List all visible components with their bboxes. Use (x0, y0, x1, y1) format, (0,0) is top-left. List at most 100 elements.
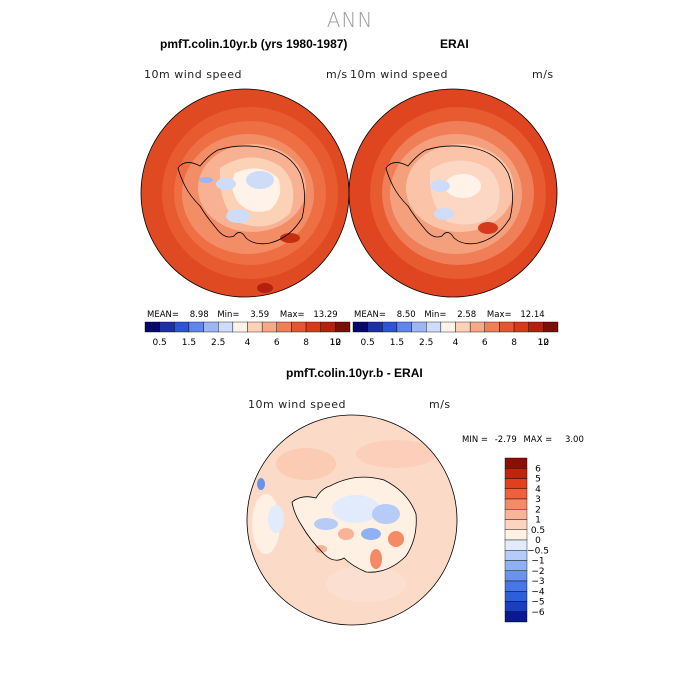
colorbar-cell (247, 321, 263, 333)
colorbar-tick-label: 1.5 (390, 338, 404, 348)
colorbar-cell (504, 457, 528, 469)
colorbar-tick-label: 3 (535, 495, 541, 505)
panel1-max: 13.29 (313, 310, 338, 320)
panel1-stats: MEAN= 8.98 Min= 3.59 Max= 13.29 (147, 310, 338, 320)
panel3-max: 3.00 (564, 435, 584, 445)
panel1-min-label: Min= (217, 310, 240, 320)
colorbar-tick-label: 12 (330, 338, 341, 348)
panel1-title: pmfT.colin.10yr.b (yrs 1980-1987) (160, 37, 348, 51)
panel3-units: m/s (429, 398, 451, 411)
panel1-min: 3.59 (250, 310, 270, 320)
panel3-max-label: MAX = (523, 435, 553, 445)
colorbar-tick-label: −4 (531, 587, 545, 597)
panel1-units: m/s (326, 68, 348, 81)
colorbar-cell (305, 321, 321, 333)
colorbar-cell (504, 570, 528, 582)
colorbar-tick-label: 1 (535, 516, 541, 526)
colorbar-cell (411, 321, 427, 333)
figure-title: ANN (326, 8, 374, 32)
colorbar-cell (276, 321, 292, 333)
colorbar-cell (159, 321, 175, 333)
colorbar-tick-label: 10 (330, 338, 342, 348)
panel2-max-label: Max= (486, 310, 512, 320)
colorbar-cell (232, 321, 248, 333)
panel3-map (246, 414, 458, 626)
panel2-map (348, 88, 558, 298)
colorbar-tick-label: −3 (531, 577, 544, 587)
colorbar-tick-label: 12 (538, 338, 549, 348)
colorbar-tick-label: −6 (531, 608, 545, 618)
colorbar-tick-label: 0.5 (531, 526, 545, 536)
colorbar-cell (455, 321, 471, 333)
colorbar-cell (174, 321, 190, 333)
colorbar-tick-label: 6 (274, 338, 280, 348)
panel2-title: ERAI (440, 37, 469, 51)
colorbar-tick-label: 1.5 (182, 338, 196, 348)
colorbar-cell (499, 321, 515, 333)
colorbar-tick-label: 8 (511, 338, 517, 348)
colorbar-cell (335, 321, 351, 333)
colorbar-cell (320, 321, 336, 333)
panel1-max-label: Max= (279, 310, 305, 320)
panel2-stats: MEAN= 8.50 Min= 2.58 Max= 12.14 (354, 310, 545, 320)
colorbar-tick-label: 10 (538, 338, 550, 348)
colorbar-tick-label: 0.5 (152, 338, 166, 348)
colorbar-tick-label: 0 (535, 536, 541, 546)
colorbar-cell (352, 321, 368, 333)
colorbar-cell (440, 321, 456, 333)
colorbar-cell (203, 321, 219, 333)
panel1-variable: 10m wind speed (144, 68, 242, 81)
colorbar-tick-label: 4 (535, 485, 541, 495)
panel2-mean: 8.50 (396, 310, 416, 320)
colorbar-cell (504, 519, 528, 530)
colorbar-cell (426, 321, 442, 333)
colorbar-cell (382, 321, 398, 333)
colorbar-cell (469, 321, 485, 333)
colorbar-tick-label: 2 (535, 505, 541, 515)
colorbar-cell (504, 611, 528, 623)
panel3-title: pmfT.colin.10yr.b - ERAI (286, 366, 423, 380)
colorbar-tick-label: 4 (245, 338, 251, 348)
colorbar-cell (504, 591, 528, 602)
colorbar-cell (261, 321, 277, 333)
colorbar-cell (504, 550, 528, 561)
colorbar-tick-label: 6 (482, 338, 488, 348)
colorbar-tick-label: −5 (531, 598, 544, 608)
colorbar-tick-label: 0.5 (360, 338, 374, 348)
colorbar-tick-label: 2.5 (211, 338, 225, 348)
colorbar-cell (513, 321, 529, 333)
colorbar-cell (504, 539, 528, 551)
colorbar-cell (504, 509, 528, 520)
colorbar-tick-label: −1 (531, 557, 544, 567)
colorbar-cell (396, 321, 412, 333)
colorbar-cell (291, 321, 307, 333)
colorbar-cell (504, 560, 528, 571)
panel1-mean: 8.98 (189, 310, 209, 320)
colorbar-cell (504, 468, 528, 479)
panel2-max: 12.14 (520, 310, 545, 320)
colorbar-tick-label: 6 (535, 464, 541, 474)
panel3-min: -2.79 (494, 435, 517, 445)
colorbar-cell (188, 321, 204, 333)
panel2-min-label: Min= (424, 310, 447, 320)
colorbar-tick-label: 8 (303, 338, 309, 348)
colorbar-cell (504, 488, 528, 500)
panel1-mean-label: MEAN= (147, 310, 179, 320)
colorbar-tick-label: 5 (535, 475, 541, 485)
panel2-mean-label: MEAN= (354, 310, 386, 320)
panel1-map (140, 88, 350, 298)
colorbar-tick-label: 4 (453, 338, 459, 348)
colorbar-cell (504, 498, 528, 510)
panel3-variable: 10m wind speed (248, 398, 346, 411)
panel2-units: m/s (532, 68, 554, 81)
panel2-variable: 10m wind speed (350, 68, 448, 81)
colorbar-tick-label: −0.5 (527, 546, 549, 556)
panel2-min: 2.58 (457, 310, 477, 320)
colorbar-cell (504, 601, 528, 612)
colorbar-tick-label: 2.5 (419, 338, 433, 348)
colorbar-cell (218, 321, 234, 333)
colorbar-cell (543, 321, 559, 333)
